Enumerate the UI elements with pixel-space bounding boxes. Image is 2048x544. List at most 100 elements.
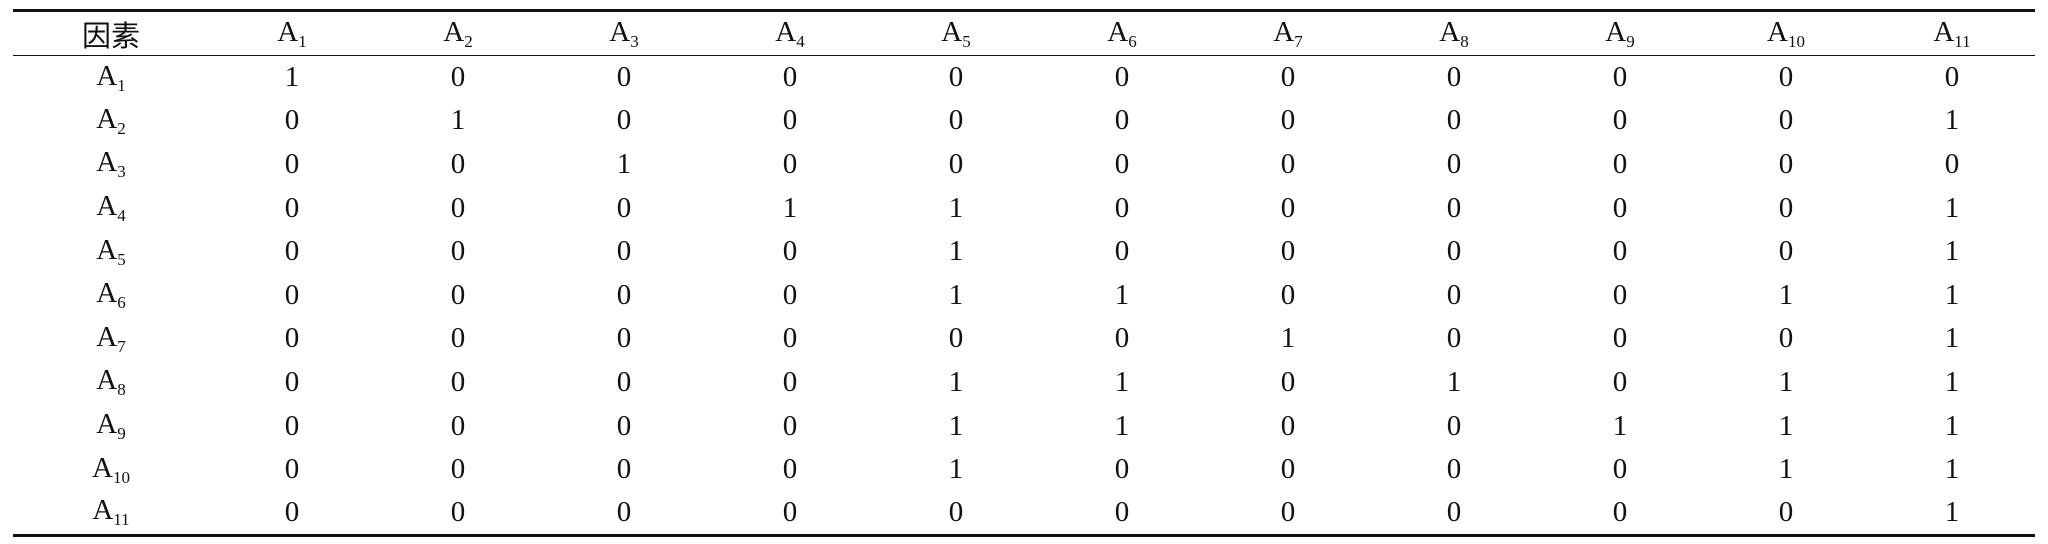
row-label: A11 — [13, 491, 209, 537]
value-cell: 0 — [782, 365, 798, 398]
value-cell: 1 — [284, 61, 300, 94]
table-row: A1 1 0 0 0 0 0 0 0 0 0 0 — [13, 56, 2035, 100]
value-cell: 0 — [1778, 104, 1794, 137]
value-cell: 0 — [284, 453, 300, 486]
header-cell: A7 — [1205, 9, 1371, 56]
value-cell: 0 — [284, 365, 300, 398]
header-cell: A8 — [1371, 9, 1537, 56]
value-cell: 0 — [948, 61, 964, 94]
value-cell: 0 — [1446, 235, 1462, 268]
value-cell: 0 — [1612, 147, 1628, 180]
label-text: A — [96, 277, 118, 310]
value-cell: 1 — [1280, 322, 1296, 355]
value-cell: 0 — [782, 453, 798, 486]
value-cell: 0 — [1612, 104, 1628, 137]
label-subscript: 8 — [117, 380, 126, 400]
value-cell: 1 — [1944, 278, 1960, 311]
value-cell: 0 — [284, 409, 300, 442]
value-cell: 0 — [1703, 491, 1869, 537]
table-row: A2 0 1 0 0 0 0 0 0 0 0 1 — [13, 99, 2035, 143]
value-cell: 0 — [1280, 147, 1296, 180]
label-subscript: 11 — [113, 510, 130, 530]
header-cell: A10 — [1703, 9, 1869, 56]
value-cell: 1 — [1944, 191, 1960, 224]
row-label: A2 — [13, 99, 209, 143]
value-cell: 0 — [450, 278, 466, 311]
value-cell: 0 — [1205, 491, 1371, 537]
label-text: A — [96, 59, 118, 92]
label-text: A — [1107, 15, 1129, 48]
value-cell: 1 — [1944, 409, 1960, 442]
label-subscript: 8 — [1460, 31, 1469, 51]
row-label: A6 — [13, 273, 209, 317]
table-header: 因素 A1 A2 A3 A4 A5 A6 A7 A8 A9 A10 A11 — [13, 9, 2035, 56]
header-cell: A4 — [707, 9, 873, 56]
label-subscript: 5 — [962, 31, 971, 51]
value-cell: 0 — [948, 147, 964, 180]
label-text: A — [96, 364, 118, 397]
value-cell: 0 — [616, 453, 632, 486]
table-row: A7 0 0 0 0 0 0 1 0 0 0 1 — [13, 317, 2035, 361]
value-cell: 1 — [1114, 278, 1130, 311]
value-cell: 0 — [1778, 191, 1794, 224]
value-cell: 0 — [1446, 61, 1462, 94]
value-cell: 0 — [1114, 104, 1130, 137]
value-cell: 1 — [1944, 453, 1960, 486]
value-cell: 0 — [616, 365, 632, 398]
value-cell: 0 — [1446, 322, 1462, 355]
value-cell: 0 — [1944, 61, 1960, 94]
label-subscript: 6 — [117, 293, 126, 313]
label-text: A — [775, 15, 797, 48]
value-cell: 0 — [450, 235, 466, 268]
value-cell: 1 — [782, 191, 798, 224]
value-cell: 0 — [450, 61, 466, 94]
table-row: A4 0 0 0 1 1 0 0 0 0 0 1 — [13, 186, 2035, 230]
label-subscript: 11 — [1954, 31, 1971, 51]
value-cell: 0 — [1612, 453, 1628, 486]
label-text: A — [96, 146, 118, 179]
value-cell: 0 — [450, 453, 466, 486]
value-cell: 0 — [1537, 491, 1703, 537]
value-cell: 0 — [450, 147, 466, 180]
value-cell: 1 — [948, 191, 964, 224]
value-cell: 0 — [1446, 147, 1462, 180]
value-cell: 0 — [284, 147, 300, 180]
value-cell: 1 — [1114, 365, 1130, 398]
label-subscript: 7 — [117, 336, 126, 356]
label-subscript: 9 — [117, 424, 126, 444]
value-cell: 0 — [1280, 278, 1296, 311]
value-cell: 0 — [1778, 322, 1794, 355]
row-label: A3 — [13, 143, 209, 187]
label-subscript: 5 — [117, 249, 126, 269]
value-cell: 0 — [782, 409, 798, 442]
value-cell: 0 — [1612, 61, 1628, 94]
value-cell: 0 — [1612, 191, 1628, 224]
value-cell: 1 — [948, 278, 964, 311]
label-subscript: 6 — [1128, 31, 1137, 51]
label-text: 因素 — [81, 20, 140, 53]
value-cell: 0 — [782, 235, 798, 268]
header-cell: A1 — [209, 9, 375, 56]
table-row: A10 0 0 0 0 1 0 0 0 0 1 1 — [13, 448, 2035, 492]
header-cell: A5 — [873, 9, 1039, 56]
row-label: A4 — [13, 186, 209, 230]
value-cell: 0 — [948, 104, 964, 137]
value-cell: 0 — [1778, 61, 1794, 94]
label-subscript: 4 — [796, 31, 805, 51]
value-cell: 0 — [1114, 191, 1130, 224]
value-cell: 0 — [616, 61, 632, 94]
label-subscript: 7 — [1294, 31, 1303, 51]
value-cell: 0 — [1446, 453, 1462, 486]
label-text: A — [941, 15, 963, 48]
label-text: A — [96, 233, 118, 266]
value-cell: 1 — [1446, 365, 1462, 398]
value-cell: 0 — [1114, 235, 1130, 268]
label-subscript: 10 — [1787, 31, 1805, 51]
value-cell: 1 — [948, 365, 964, 398]
value-cell: 0 — [1280, 365, 1296, 398]
value-cell: 0 — [1446, 191, 1462, 224]
row-label: A9 — [13, 404, 209, 448]
value-cell: 0 — [782, 322, 798, 355]
value-cell: 1 — [948, 453, 964, 486]
value-cell: 1 — [1869, 491, 2035, 537]
